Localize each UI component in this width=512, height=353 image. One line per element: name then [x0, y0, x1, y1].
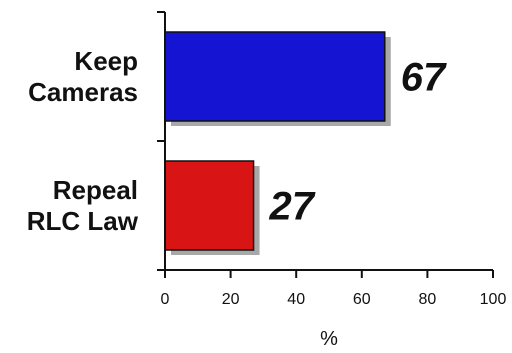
x-axis-title: %: [320, 328, 338, 350]
x-tick-label: 0: [161, 291, 170, 308]
x-tick-label: 80: [419, 291, 437, 308]
category-label: RLC Law: [27, 206, 139, 236]
bar: [164, 160, 255, 251]
category-label: Cameras: [28, 77, 138, 107]
category-label: Keep: [74, 46, 138, 76]
x-tick-label: 60: [353, 291, 371, 308]
bar: [164, 31, 386, 122]
x-tick-label: 40: [287, 291, 305, 308]
value-label: 27: [269, 185, 316, 229]
x-tick-label: 20: [222, 291, 240, 308]
value-label: 67: [401, 56, 447, 100]
category-label: Repeal: [53, 175, 138, 205]
x-tick-label: 100: [480, 291, 507, 308]
